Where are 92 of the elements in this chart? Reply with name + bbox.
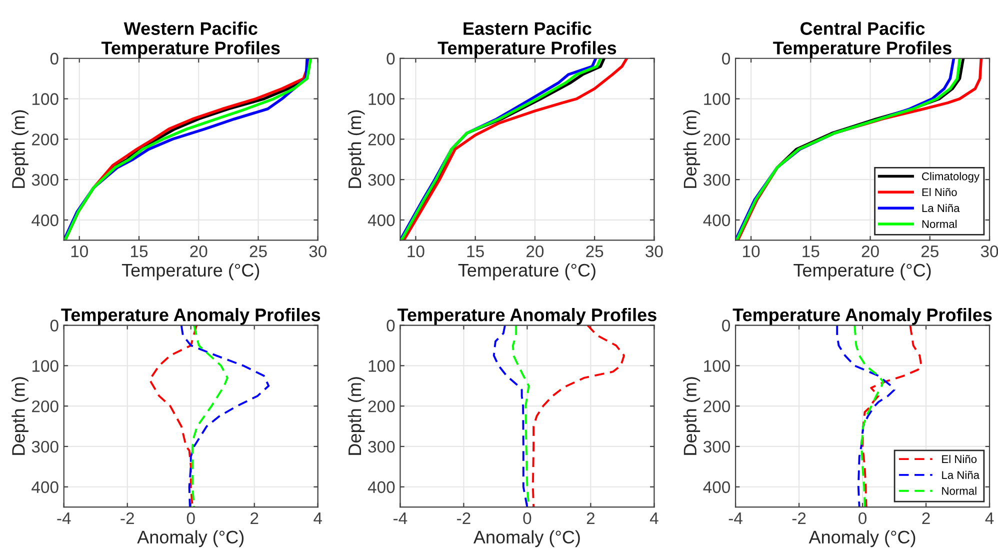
x-tick-label: 20: [862, 245, 879, 258]
legend-label: La Niña: [922, 204, 960, 212]
y-axis-title: Depth (m): [683, 110, 700, 188]
y-tick-label: 200: [704, 400, 730, 412]
x-tick-label: 15: [131, 246, 148, 258]
chart-title: Temperature Anomaly Profiles: [61, 308, 320, 325]
y-axis-title: Depth (m): [12, 377, 28, 455]
line-series: [854, 325, 884, 508]
y-tick-label: 100: [704, 360, 730, 372]
y-tick-label: 100: [704, 93, 730, 105]
y-tick-label: 200: [32, 134, 58, 146]
y-tick-label: 100: [368, 93, 395, 105]
y-tick-label: 0: [50, 320, 58, 332]
y-tick-label: 0: [50, 52, 58, 65]
line-series: [180, 325, 270, 508]
chart-title: Temperature Anomaly Profiles: [397, 308, 656, 325]
x-tick-label: 15: [467, 246, 484, 258]
x-tick-label: 2: [250, 512, 258, 524]
chart-title: Western Pacific Temperature Profiles: [101, 22, 280, 58]
x-tick-label: 0: [186, 512, 195, 524]
x-tick-label: 4: [985, 512, 994, 524]
x-tick-label: 30: [309, 245, 326, 258]
x-axis-title: Anomaly (°C): [808, 530, 916, 548]
y-tick-label: 200: [32, 400, 58, 412]
x-tick-label: 10: [71, 245, 88, 258]
y-tick-label: 400: [368, 214, 395, 226]
y-tick-label: 100: [32, 360, 58, 372]
x-tick-label: 10: [408, 245, 424, 258]
y-tick-label: 200: [704, 134, 730, 146]
x-tick-label: 25: [586, 245, 604, 258]
x-axis-title: Temperature (°C): [794, 263, 931, 280]
x-tick-label: -2: [120, 512, 134, 524]
y-tick-label: 400: [703, 481, 730, 494]
y-axis-title: Depth (m): [348, 377, 365, 455]
x-tick-label: 2: [922, 512, 930, 524]
x-tick-label: -2: [792, 512, 806, 524]
x-axis-title: Anomaly (°C): [137, 530, 244, 548]
chart-title: Eastern Pacific Temperature Profiles: [438, 22, 616, 58]
y-tick-label: 200: [368, 134, 395, 146]
x-tick-label: 25: [250, 245, 267, 258]
legend-label: Normal: [942, 486, 976, 495]
legend-label: La Niña: [942, 470, 980, 479]
y-tick-label: 400: [368, 481, 395, 494]
x-tick-label: 20: [190, 245, 208, 258]
x-tick-label: 4: [650, 512, 658, 524]
y-tick-label: 300: [703, 174, 730, 186]
line-series: [862, 325, 922, 508]
y-tick-label: 400: [32, 214, 58, 226]
legend-label: El Niño: [942, 454, 977, 464]
legend-label: El Niño: [922, 188, 957, 196]
legend-label: Normal: [922, 220, 957, 228]
y-tick-label: 100: [368, 360, 395, 372]
x-tick-label: 4: [314, 512, 322, 524]
y-tick-label: 300: [32, 174, 58, 186]
x-tick-label: 30: [646, 245, 663, 258]
y-axis-title: Depth (m): [12, 110, 28, 188]
x-tick-label: -4: [57, 512, 71, 524]
y-tick-label: 300: [368, 440, 395, 453]
x-axis-title: Temperature (°C): [458, 263, 596, 280]
x-tick-label: 15: [802, 246, 820, 258]
line-series: [191, 325, 228, 508]
line-series: [492, 325, 528, 508]
line-series: [532, 325, 626, 508]
y-tick-label: 0: [722, 320, 730, 332]
x-tick-label: 10: [743, 245, 760, 258]
y-tick-label: 300: [368, 174, 395, 186]
y-axis-title: Depth (m): [348, 110, 365, 188]
y-tick-label: 300: [32, 440, 58, 453]
x-tick-label: -4: [394, 512, 408, 524]
x-tick-label: 25: [921, 245, 938, 258]
y-tick-label: 400: [32, 481, 58, 494]
x-tick-label: 20: [526, 245, 544, 258]
x-tick-label: 30: [980, 245, 998, 258]
y-tick-label: 300: [703, 440, 730, 453]
legend-label: Climatology: [922, 172, 980, 182]
x-tick-label: -2: [457, 512, 470, 524]
y-tick-label: 400: [703, 214, 730, 226]
x-tick-label: 2: [586, 512, 594, 524]
x-axis-title: Temperature (°C): [122, 263, 260, 280]
x-tick-label: -4: [728, 512, 742, 524]
y-tick-label: 0: [722, 52, 730, 65]
line-series: [836, 325, 896, 508]
chart-title: Central Pacific Temperature Profiles: [773, 22, 952, 58]
x-tick-label: 0: [523, 512, 532, 524]
y-tick-label: 0: [386, 52, 395, 65]
x-axis-title: Anomaly (°C): [473, 530, 580, 548]
y-tick-label: 100: [32, 93, 58, 105]
y-axis-title: Depth (m): [683, 377, 700, 455]
x-tick-label: 0: [858, 512, 867, 524]
y-tick-label: 0: [386, 320, 395, 332]
chart-title: Temperature Anomaly Profiles: [732, 308, 992, 325]
y-tick-label: 200: [368, 400, 395, 412]
